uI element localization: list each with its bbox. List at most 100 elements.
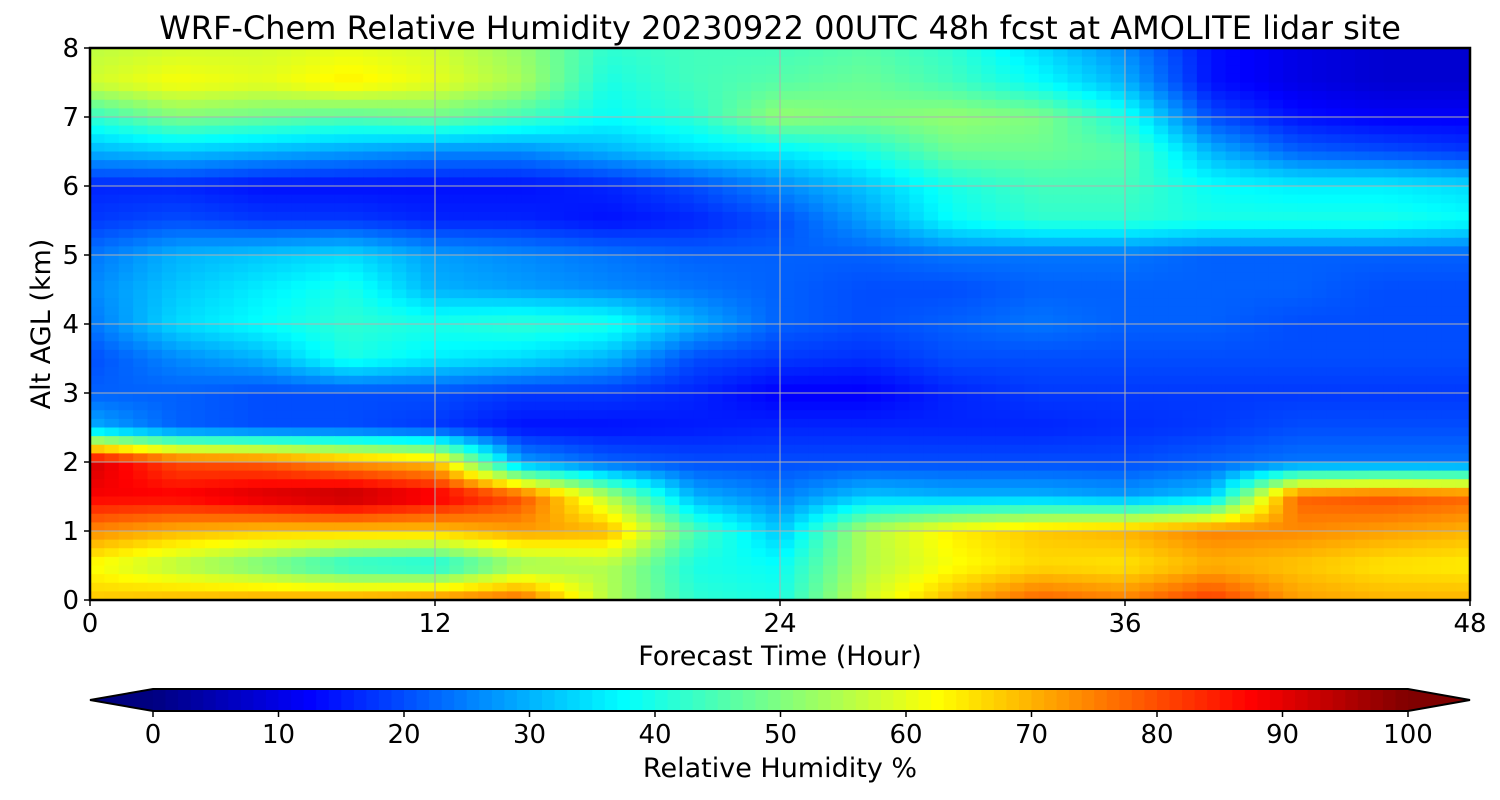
- heatmap-cell: [104, 427, 120, 437]
- heatmap-cell: [406, 436, 422, 446]
- heatmap-cell: [1196, 211, 1212, 222]
- heatmap-cell: [535, 487, 551, 498]
- heatmap-cell: [1326, 246, 1342, 256]
- heatmap-cell: [90, 220, 105, 230]
- heatmap-cell: [880, 125, 896, 135]
- heatmap-cell: [909, 151, 925, 161]
- heatmap-cell: [593, 211, 609, 222]
- heatmap-cell: [851, 65, 867, 75]
- heatmap-cell: [1369, 237, 1385, 247]
- heatmap-cell: [435, 462, 450, 472]
- heatmap-cell: [650, 246, 666, 256]
- heatmap-cell: [233, 479, 249, 489]
- heatmap-cell: [535, 108, 551, 118]
- heatmap-cell: [334, 453, 350, 463]
- heatmap-cell: [1283, 237, 1299, 247]
- heatmap-cell: [1369, 229, 1385, 239]
- heatmap-cell: [722, 358, 738, 368]
- heatmap-cell: [823, 82, 839, 92]
- heatmap-cell: [449, 220, 465, 230]
- heatmap-cell: [1110, 255, 1126, 265]
- heatmap-cell: [808, 349, 824, 360]
- heatmap-cell: [377, 332, 393, 342]
- heatmap-cell: [406, 99, 422, 109]
- heatmap-cell: [578, 194, 594, 204]
- heatmap-cell: [291, 99, 307, 109]
- heatmap-cell: [1326, 99, 1342, 109]
- heatmap-cell: [636, 462, 652, 472]
- heatmap-cell: [1038, 427, 1054, 437]
- heatmap-cell: [550, 48, 565, 58]
- heatmap-cell: [363, 436, 379, 446]
- heatmap-cell: [1254, 194, 1270, 204]
- heatmap-cell: [334, 73, 350, 84]
- heatmap-cell: [1067, 349, 1083, 360]
- heatmap-cell: [1211, 462, 1227, 472]
- heatmap-cell: [593, 324, 609, 334]
- heatmap-cell: [966, 82, 982, 92]
- heatmap-cell: [1254, 160, 1270, 170]
- heatmap-cell: [478, 298, 494, 308]
- heatmap-cell: [995, 134, 1011, 144]
- heatmap-cell: [363, 272, 379, 282]
- heatmap-cell: [780, 177, 795, 187]
- heatmap-cell: [708, 487, 724, 498]
- heatmap-cell: [1182, 384, 1198, 394]
- heatmap-cell: [880, 160, 896, 170]
- heatmap-cell: [693, 444, 709, 454]
- heatmap-cell: [765, 298, 781, 308]
- heatmap-cell: [478, 134, 494, 144]
- heatmap-cell: [1110, 367, 1126, 377]
- heatmap-cell: [1168, 186, 1184, 196]
- heatmap-cell: [780, 418, 795, 429]
- heatmap-cell: [521, 324, 537, 334]
- heatmap-cell: [909, 462, 925, 472]
- heatmap-cell: [1038, 255, 1054, 265]
- heatmap-cell: [593, 453, 609, 463]
- heatmap-cell: [564, 151, 580, 161]
- heatmap-cell: [219, 470, 235, 480]
- heatmap-cell: [1024, 280, 1040, 291]
- heatmap-cell: [650, 237, 666, 247]
- heatmap-cell: [348, 246, 364, 256]
- heatmap-cell: [679, 73, 695, 84]
- heatmap-cell: [90, 315, 105, 325]
- heatmap-cell: [478, 151, 494, 161]
- heatmap-cell: [147, 99, 163, 109]
- heatmap-cell: [190, 384, 206, 394]
- heatmap-cell: [995, 436, 1011, 446]
- heatmap-cell: [1125, 65, 1140, 75]
- heatmap-cell: [1211, 272, 1227, 282]
- heatmap-cell: [233, 91, 249, 101]
- heatmap-cell: [1096, 427, 1112, 437]
- heatmap-cell: [923, 470, 939, 480]
- heatmap-cell: [1426, 211, 1442, 222]
- heatmap-cell: [1297, 108, 1313, 118]
- heatmap-cell: [693, 168, 709, 178]
- heatmap-cell: [133, 142, 149, 153]
- heatmap-cell: [262, 410, 278, 420]
- heatmap-cell: [305, 91, 321, 101]
- heatmap-cell: [765, 246, 781, 256]
- heatmap-cell: [205, 263, 220, 273]
- heatmap-cell: [1024, 470, 1040, 480]
- heatmap-cell: [463, 91, 479, 101]
- heatmap-cell: [1053, 203, 1069, 213]
- heatmap-cell: [1010, 375, 1025, 385]
- heatmap-cell: [708, 470, 724, 480]
- heatmap-cell: [621, 56, 637, 66]
- heatmap-cell: [205, 358, 220, 368]
- heatmap-cell: [665, 393, 680, 403]
- heatmap-cell: [765, 462, 781, 472]
- heatmap-cell: [1211, 99, 1227, 109]
- heatmap-cell: [564, 375, 580, 385]
- heatmap-cell: [1153, 332, 1169, 342]
- heatmap-cell: [219, 177, 235, 187]
- heatmap-cell: [320, 280, 335, 291]
- heatmap-cell: [1182, 401, 1198, 411]
- heatmap-cell: [995, 73, 1011, 84]
- heatmap-cell: [736, 203, 752, 213]
- heatmap-cell: [219, 418, 235, 429]
- heatmap-cell: [1125, 462, 1140, 472]
- heatmap-cell: [895, 203, 910, 213]
